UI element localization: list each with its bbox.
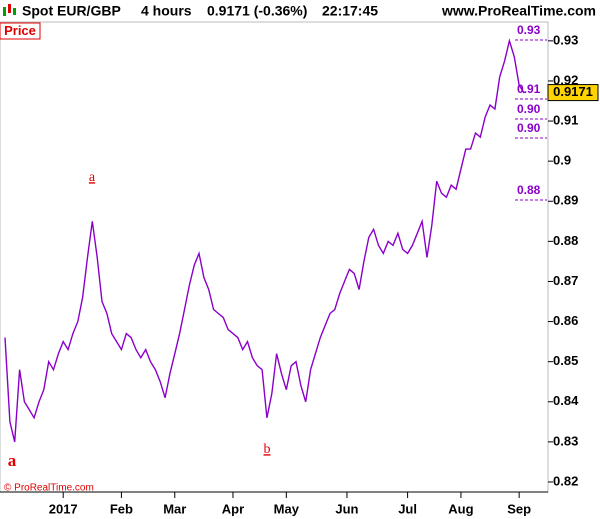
- y-tick-label: 0.92: [553, 72, 578, 87]
- wave-label: a: [8, 451, 17, 470]
- site: www.ProRealTime.com: [441, 3, 596, 19]
- x-tick-label: Jul: [398, 501, 417, 516]
- time: 22:17:45: [322, 3, 378, 19]
- copyright: © ProRealTime.com: [4, 483, 94, 494]
- level-label: 0.90: [517, 121, 541, 135]
- y-tick-label: 0.86: [553, 313, 578, 328]
- last-price-label: 0.9171: [553, 84, 593, 99]
- x-tick-label: 2017: [49, 501, 78, 516]
- x-tick-label: Sep: [507, 501, 531, 516]
- x-tick-label: Jun: [335, 501, 358, 516]
- logo-icon: [3, 4, 16, 16]
- price-line: [4, 38, 525, 443]
- level-label: 0.88: [517, 183, 541, 197]
- level-label: 0.91: [517, 82, 541, 96]
- y-tick-label: 0.88: [553, 233, 578, 248]
- wave-label: b: [264, 442, 271, 457]
- timeframe: 4 hours: [141, 3, 192, 19]
- panel-label-box: [0, 22, 41, 40]
- quote: 0.9171 (-0.36%): [207, 3, 307, 19]
- level-label: 0.90: [517, 102, 541, 116]
- y-tick-label: 0.82: [553, 473, 578, 488]
- level-label: 0.93: [517, 23, 541, 37]
- last-price-box: [547, 84, 599, 102]
- y-tick-label: 0.89: [553, 193, 578, 208]
- symbol: Spot EUR/GBP: [22, 3, 121, 19]
- wave-label: a: [89, 170, 96, 185]
- y-tick-label: 0.9: [553, 153, 571, 168]
- x-tick-label: Feb: [110, 501, 133, 516]
- x-tick-label: Mar: [163, 501, 186, 516]
- x-tick-label: Apr: [222, 501, 244, 516]
- y-tick-label: 0.91: [553, 112, 578, 127]
- panel-label: Price: [4, 23, 36, 38]
- y-tick-label: 0.87: [553, 273, 578, 288]
- y-tick-label: 0.93: [553, 32, 578, 47]
- y-tick-label: 0.83: [553, 433, 578, 448]
- x-tick-label: Aug: [448, 501, 473, 516]
- y-tick-label: 0.84: [553, 393, 579, 408]
- x-tick-label: May: [274, 501, 300, 516]
- y-tick-label: 0.85: [553, 353, 578, 368]
